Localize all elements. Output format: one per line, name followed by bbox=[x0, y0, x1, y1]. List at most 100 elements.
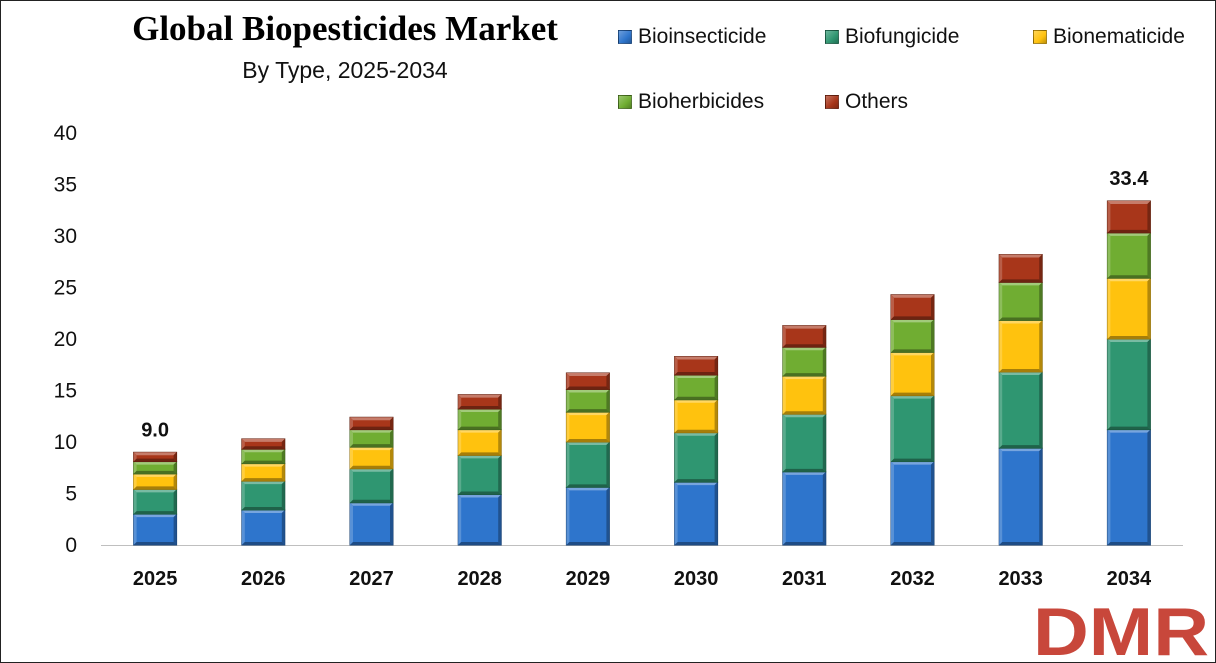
bar-bevel-left bbox=[674, 356, 678, 376]
bar-bevel-left bbox=[1107, 232, 1111, 279]
x-tick-label: 2026 bbox=[241, 568, 286, 590]
y-tick-label: 5 bbox=[65, 483, 77, 506]
bar-segment bbox=[890, 395, 935, 463]
bar-bevel-top bbox=[674, 482, 718, 486]
bar-bevel-bottom bbox=[566, 484, 610, 488]
bar-bevel-bottom bbox=[458, 452, 502, 456]
bar-bevel-bottom bbox=[891, 458, 934, 462]
bar-bevel-left bbox=[1107, 200, 1111, 233]
bar-fill bbox=[133, 513, 178, 546]
bar-bevel-top bbox=[133, 514, 177, 518]
x-tick-label: 2028 bbox=[457, 568, 502, 590]
bar-bevel-bottom bbox=[350, 426, 393, 430]
bar-bevel-left bbox=[1107, 278, 1111, 339]
bar-bevel-bottom bbox=[458, 426, 502, 430]
bar-segment bbox=[565, 388, 610, 413]
bar-fill bbox=[565, 411, 610, 443]
bar-segment bbox=[674, 481, 719, 546]
bar-bevel-left bbox=[350, 447, 353, 469]
legend-swatch bbox=[1033, 30, 1047, 44]
bar-bevel-top bbox=[133, 452, 177, 456]
bar-bevel-top bbox=[674, 432, 718, 436]
bar-bevel-bottom bbox=[241, 460, 285, 464]
bar-fill bbox=[890, 461, 935, 546]
bar-bevel-right bbox=[931, 395, 934, 462]
bar-bevel-right bbox=[173, 461, 177, 474]
bar-segment bbox=[998, 281, 1043, 321]
bar-fill bbox=[998, 281, 1043, 321]
bar-segment bbox=[782, 413, 827, 473]
bar-segment bbox=[241, 448, 286, 465]
chart-title: Global Biopesticides Market bbox=[132, 9, 558, 48]
y-tick-label: 10 bbox=[54, 431, 77, 454]
bar-segment bbox=[565, 486, 610, 546]
bar-bevel-bottom bbox=[1107, 229, 1151, 233]
bar-fill bbox=[565, 441, 610, 488]
bar-segment bbox=[998, 371, 1043, 449]
bar-segment bbox=[457, 394, 502, 410]
y-tick-label: 0 bbox=[65, 534, 77, 557]
bar-bevel-left bbox=[241, 463, 245, 482]
bar-bevel-top bbox=[350, 429, 393, 433]
bar-bevel-left bbox=[891, 294, 894, 320]
bar-bevel-right bbox=[1039, 448, 1043, 545]
bar-segment bbox=[565, 441, 610, 488]
bar-bevel-left bbox=[458, 494, 462, 545]
bar-bevel-top bbox=[1107, 429, 1151, 433]
legend-swatch bbox=[618, 95, 632, 109]
bar-bevel-bottom bbox=[1107, 426, 1151, 430]
bar-segment bbox=[133, 488, 178, 515]
chart-subtitle: By Type, 2025-2034 bbox=[242, 57, 448, 83]
bar-bevel-right bbox=[1039, 320, 1043, 372]
bar-fill bbox=[782, 325, 827, 348]
bar-bevel-top bbox=[782, 347, 826, 351]
bar-fill bbox=[890, 318, 935, 353]
y-tick-label: 30 bbox=[54, 225, 77, 248]
legend-label: Bioinsecticide bbox=[638, 25, 767, 48]
bar-bevel-right bbox=[281, 509, 285, 545]
bar-bevel-left bbox=[566, 372, 570, 390]
bar-bevel-left bbox=[241, 438, 245, 450]
bar-fill bbox=[998, 447, 1043, 546]
bar-segment bbox=[457, 494, 502, 546]
bar-segment bbox=[133, 451, 178, 463]
bar-bevel-left bbox=[241, 509, 245, 545]
bar-segment bbox=[890, 318, 935, 353]
legend-item: Bioinsecticide bbox=[618, 25, 766, 49]
x-tick-label: 2027 bbox=[349, 568, 394, 590]
x-tick-label: 2034 bbox=[1107, 568, 1152, 590]
legend-item: Biofungicide bbox=[825, 25, 959, 49]
dmr-logo: DMR bbox=[1033, 597, 1209, 661]
bar-segment bbox=[890, 461, 935, 546]
x-tick-label: 2030 bbox=[674, 568, 719, 590]
bar-bevel-right bbox=[822, 414, 826, 472]
bar-bevel-right bbox=[498, 494, 502, 545]
bar-bevel-bottom bbox=[1107, 336, 1151, 339]
bar-bevel-top bbox=[566, 442, 610, 445]
bar-bevel-bottom bbox=[241, 542, 285, 545]
bar-bevel-right bbox=[1039, 371, 1043, 449]
bar-fill bbox=[782, 375, 827, 415]
bar-bevel-left bbox=[999, 448, 1003, 545]
bar-bevel-right bbox=[714, 482, 718, 545]
bar-fill bbox=[241, 480, 286, 511]
bar-bevel-top bbox=[566, 389, 610, 393]
bar-bevel-left bbox=[458, 455, 462, 495]
bar-bevel-top bbox=[133, 489, 177, 493]
bar-bevel-bottom bbox=[458, 491, 502, 495]
bar-bevel-left bbox=[1107, 429, 1111, 545]
bar-bevel-left bbox=[782, 414, 786, 472]
bar-fill bbox=[674, 374, 719, 401]
bar-bevel-top bbox=[1107, 339, 1151, 342]
bar-bevel-left bbox=[566, 487, 570, 545]
bar-segment bbox=[998, 319, 1043, 373]
bar-bevel-bottom bbox=[1107, 275, 1151, 279]
bar-segment bbox=[349, 446, 394, 470]
bar-bevel-bottom bbox=[566, 542, 610, 545]
bar-bevel-top bbox=[999, 254, 1043, 258]
bar-bevel-top bbox=[241, 449, 285, 453]
bar-bevel-left bbox=[458, 409, 462, 430]
bar-bevel-left bbox=[566, 442, 570, 488]
bar-bevel-top bbox=[891, 461, 934, 465]
